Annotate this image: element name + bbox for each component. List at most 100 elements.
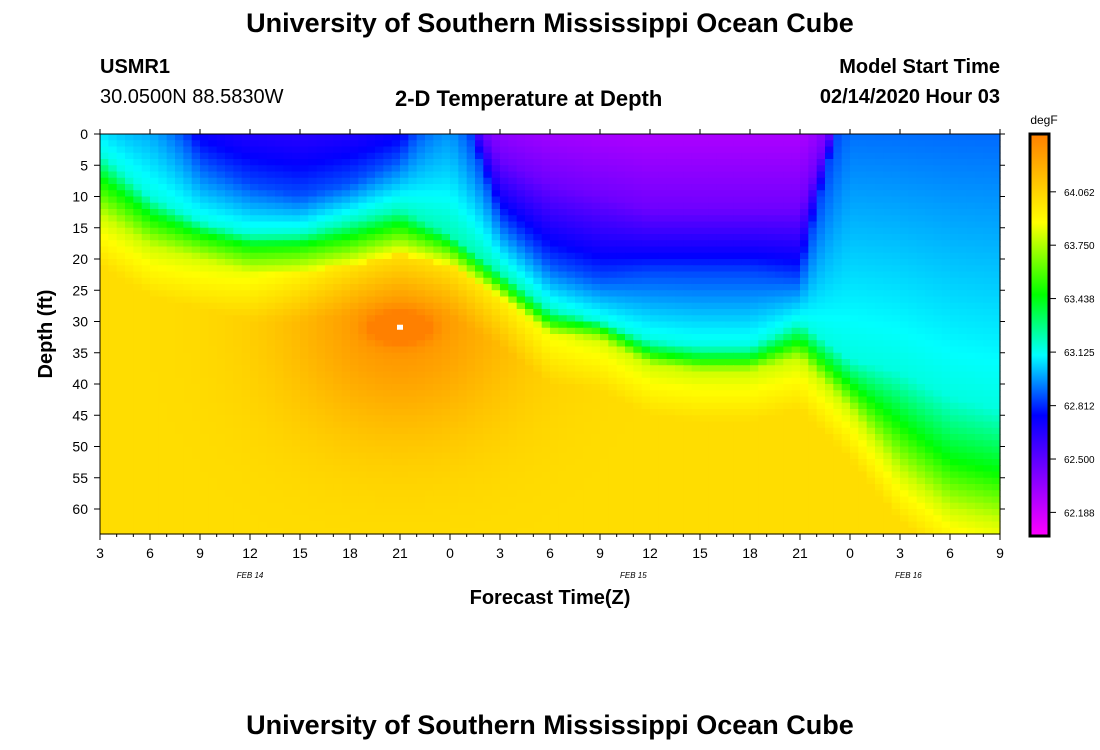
heatmap-cell <box>866 352 876 360</box>
heatmap-cell <box>916 140 926 148</box>
heatmap-cell <box>641 215 651 223</box>
heatmap-cell <box>875 302 884 310</box>
heatmap-cell <box>883 227 893 235</box>
heatmap-cell <box>841 390 851 398</box>
heatmap-cell <box>333 327 343 335</box>
heatmap-cell <box>666 240 676 248</box>
heatmap-cell <box>375 252 384 260</box>
heatmap-cell <box>825 296 834 304</box>
heatmap-cell <box>775 402 784 410</box>
heatmap-cell <box>233 346 243 354</box>
heatmap-cell <box>100 140 109 148</box>
heatmap-cell <box>325 296 334 304</box>
heatmap-cell <box>100 221 109 229</box>
heatmap-cell <box>200 277 209 285</box>
heatmap-cell <box>425 396 434 404</box>
heatmap-cell <box>666 190 676 198</box>
heatmap-cell <box>525 346 534 354</box>
heatmap-cell <box>958 352 968 360</box>
heatmap-cell <box>991 209 1001 216</box>
heatmap-cell <box>583 196 593 204</box>
heatmap-cell <box>900 134 909 141</box>
heatmap-cell <box>141 302 151 310</box>
heatmap-cell <box>733 296 743 304</box>
heatmap-cell <box>383 152 393 160</box>
heatmap-cell <box>150 415 159 423</box>
heatmap-cell <box>816 240 826 248</box>
heatmap-cell <box>291 227 301 235</box>
heatmap-cell <box>866 390 876 398</box>
heatmap-cell <box>841 152 851 160</box>
heatmap-cell <box>200 184 209 191</box>
heatmap-cell <box>433 171 443 179</box>
heatmap-cell <box>783 221 793 229</box>
heatmap-cell <box>358 346 368 354</box>
heatmap-cell <box>358 221 368 229</box>
heatmap-cell <box>575 171 584 179</box>
heatmap-cell <box>216 265 226 273</box>
heatmap-cell <box>683 159 693 166</box>
heatmap-cell <box>716 259 726 266</box>
heatmap-cell <box>866 215 876 223</box>
heatmap-cell <box>433 359 443 366</box>
heatmap-cell <box>850 140 859 148</box>
heatmap-cell <box>825 171 834 179</box>
heatmap-cell <box>416 152 426 160</box>
heatmap-cell <box>466 209 476 216</box>
heatmap-cell <box>866 296 876 304</box>
heatmap-cell <box>750 290 759 298</box>
heatmap-cell <box>183 421 193 429</box>
heatmap-cell <box>725 359 734 366</box>
heatmap-cell <box>550 321 559 329</box>
heatmap-cell <box>916 346 926 354</box>
heatmap-cell <box>658 327 668 335</box>
heatmap-cell <box>483 402 493 410</box>
heatmap-cell <box>333 246 343 254</box>
heatmap-cell <box>933 265 943 273</box>
heatmap-cell <box>566 390 576 398</box>
heatmap-cell <box>908 277 918 285</box>
heatmap-cell <box>408 246 418 254</box>
heatmap-cell <box>716 209 726 216</box>
heatmap-cell <box>925 409 934 416</box>
heatmap-cell <box>958 290 968 298</box>
heatmap-cell <box>525 227 534 235</box>
heatmap-cell <box>658 190 668 198</box>
heatmap-cell <box>233 421 243 429</box>
heatmap-cell <box>258 409 268 416</box>
heatmap-cell <box>908 359 918 366</box>
heatmap-cell <box>525 371 534 379</box>
heatmap-cell <box>341 227 351 235</box>
heatmap-cell <box>175 271 184 279</box>
heatmap-cell <box>850 209 859 216</box>
heatmap-cell <box>966 390 976 398</box>
heatmap-cell <box>625 171 634 179</box>
heatmap-cell <box>675 321 684 329</box>
heatmap-cell <box>450 209 459 216</box>
heatmap-cell <box>916 402 926 410</box>
heatmap-cell <box>933 134 943 141</box>
heatmap-cell <box>916 234 926 241</box>
heatmap-cell <box>983 340 993 348</box>
heatmap-cell <box>775 359 784 366</box>
heatmap-cell <box>175 277 184 285</box>
heatmap-cell <box>891 321 901 329</box>
heatmap-cell <box>783 259 793 266</box>
heatmap-cell <box>650 384 659 391</box>
heatmap-cell <box>108 290 118 298</box>
heatmap-cell <box>850 165 859 173</box>
heatmap-cell <box>591 196 601 204</box>
heatmap-cell <box>825 246 834 254</box>
heatmap-cell <box>366 165 376 173</box>
heatmap-cell <box>391 190 401 198</box>
heatmap-cell <box>275 271 284 279</box>
heatmap-cell <box>733 227 743 235</box>
heatmap-cell <box>100 327 109 335</box>
heatmap-cell <box>383 359 393 366</box>
heatmap-cell <box>866 252 876 260</box>
heatmap-cell <box>283 184 293 191</box>
heatmap-cell <box>658 346 668 354</box>
heatmap-cell <box>133 196 143 204</box>
heatmap-cell <box>341 271 351 279</box>
heatmap-cell <box>675 302 684 310</box>
